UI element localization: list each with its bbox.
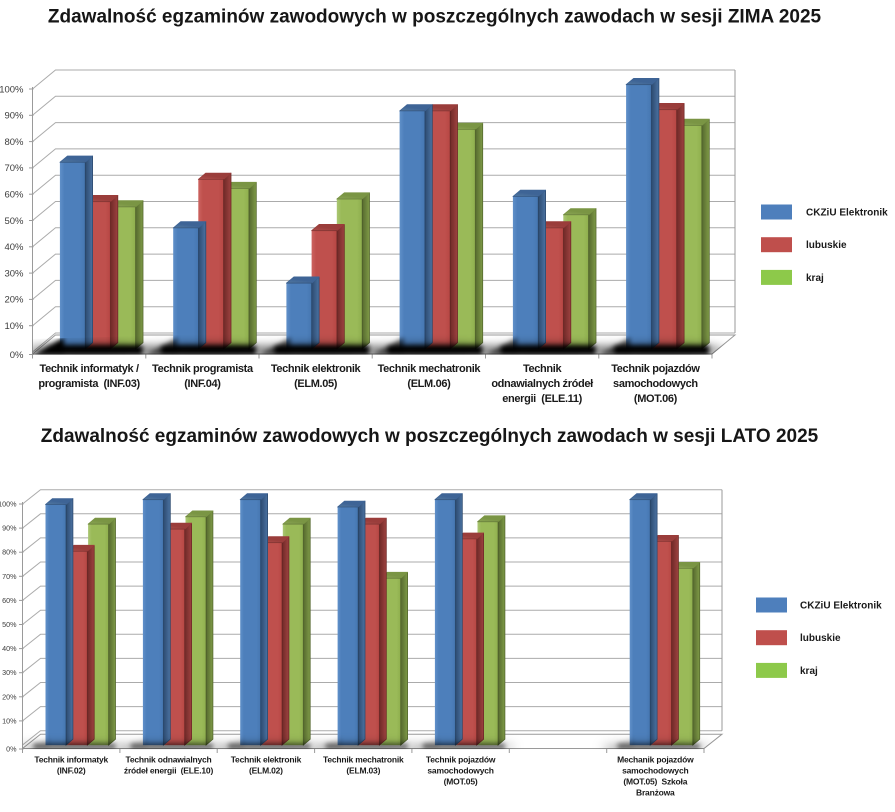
- svg-text:Technik mechatronik: Technik mechatronik: [323, 755, 404, 765]
- svg-text:Zdawalność egzaminów zawodowyc: Zdawalność egzaminów zawodowych w poszcz…: [48, 7, 822, 28]
- svg-text:odnawialnych źródeł: odnawialnych źródeł: [491, 378, 593, 390]
- svg-text:Technik: Technik: [523, 363, 563, 375]
- svg-text:20%: 20%: [4, 295, 24, 306]
- svg-text:źródeł energii (ELE.10): źródeł energii (ELE.10): [124, 766, 214, 776]
- svg-text:Technik pojazdów: Technik pojazdów: [611, 363, 700, 375]
- svg-text:90%: 90%: [2, 524, 17, 533]
- svg-text:Technik programista: Technik programista: [152, 363, 254, 375]
- svg-text:lubuskie: lubuskie: [800, 633, 841, 644]
- svg-text:(ELM.06): (ELM.06): [407, 378, 451, 390]
- svg-text:(MOT.06): (MOT.06): [634, 393, 678, 405]
- svg-text:80%: 80%: [4, 137, 24, 148]
- svg-text:70%: 70%: [2, 572, 17, 581]
- svg-text:samochodowych: samochodowych: [622, 766, 688, 776]
- svg-text:(INF.04): (INF.04): [184, 378, 221, 390]
- svg-text:(MOT.05) Szkoła: (MOT.05) Szkoła: [623, 777, 687, 787]
- svg-text:(ELM.03): (ELM.03): [346, 766, 380, 776]
- svg-text:(ELM.05): (ELM.05): [294, 378, 338, 390]
- svg-text:kraj: kraj: [800, 666, 818, 677]
- svg-text:40%: 40%: [2, 644, 17, 653]
- svg-text:50%: 50%: [2, 620, 17, 629]
- svg-text:energii (ELE.11): energii (ELE.11): [502, 393, 582, 405]
- svg-text:Technik elektronik: Technik elektronik: [271, 363, 362, 375]
- svg-text:Technik informatyk: Technik informatyk: [34, 755, 108, 765]
- svg-text:samochodowych: samochodowych: [427, 766, 493, 776]
- svg-text:Technik pojazdów: Technik pojazdów: [426, 755, 496, 765]
- svg-text:Mechanik pojazdów: Mechanik pojazdów: [617, 755, 694, 765]
- svg-text:80%: 80%: [2, 548, 17, 557]
- svg-text:60%: 60%: [2, 596, 17, 605]
- svg-text:50%: 50%: [4, 216, 24, 227]
- svg-text:40%: 40%: [4, 242, 24, 253]
- svg-text:90%: 90%: [4, 111, 24, 122]
- svg-text:(INF.02): (INF.02): [57, 766, 86, 776]
- svg-text:Technik elektronik: Technik elektronik: [231, 755, 302, 765]
- svg-text:(ELM.02): (ELM.02): [249, 766, 283, 776]
- svg-text:20%: 20%: [2, 692, 17, 701]
- svg-text:CKZiU Elektronik: CKZiU Elektronik: [806, 208, 888, 219]
- svg-text:30%: 30%: [4, 268, 24, 279]
- svg-text:programista (INF.03): programista (INF.03): [38, 378, 140, 390]
- svg-text:samochodowych: samochodowych: [613, 378, 698, 390]
- svg-text:(MOT.05): (MOT.05): [444, 777, 478, 787]
- svg-text:Technik mechatronik: Technik mechatronik: [378, 363, 482, 375]
- svg-text:Zdawalność egzaminów zawodowyc: Zdawalność egzaminów zawodowych w poszcz…: [41, 426, 819, 447]
- svg-text:CKZiU Elektronik: CKZiU Elektronik: [800, 601, 882, 612]
- svg-text:lubuskie: lubuskie: [806, 240, 847, 251]
- svg-text:100%: 100%: [0, 84, 24, 95]
- svg-text:0%: 0%: [6, 745, 17, 754]
- svg-text:100%: 100%: [0, 500, 17, 509]
- svg-text:kraj: kraj: [806, 273, 824, 284]
- svg-text:10%: 10%: [4, 321, 24, 332]
- svg-text:30%: 30%: [2, 668, 17, 677]
- svg-text:60%: 60%: [4, 190, 24, 201]
- svg-text:Technik informatyk /: Technik informatyk /: [40, 363, 139, 375]
- svg-text:70%: 70%: [4, 163, 24, 174]
- svg-text:10%: 10%: [2, 716, 17, 725]
- svg-text:0%: 0%: [10, 350, 24, 361]
- svg-text:Branżowa: Branżowa: [636, 788, 675, 798]
- svg-text:Technik odnawialnych: Technik odnawialnych: [125, 755, 211, 765]
